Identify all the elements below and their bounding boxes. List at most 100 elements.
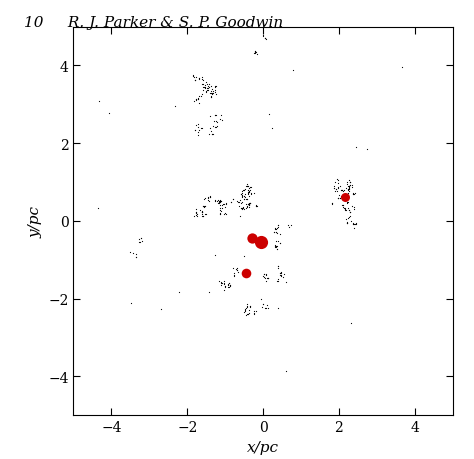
Point — [195, 76, 202, 84]
Point — [346, 179, 354, 186]
Point — [273, 277, 281, 285]
Point — [263, 278, 270, 285]
Point — [244, 301, 251, 308]
Y-axis label: y/pc: y/pc — [28, 206, 43, 237]
Point — [246, 187, 254, 195]
Point — [245, 187, 252, 195]
Point — [200, 203, 208, 211]
X-axis label: x/pc: x/pc — [247, 440, 279, 454]
Point — [344, 183, 352, 190]
Point — [242, 308, 249, 315]
Point — [199, 213, 206, 220]
Point — [343, 220, 350, 227]
Point — [346, 177, 353, 185]
Point — [136, 239, 144, 246]
Point — [237, 200, 245, 207]
Point — [245, 200, 252, 207]
Point — [193, 206, 201, 213]
Point — [201, 195, 209, 202]
Point — [251, 50, 258, 57]
Point — [230, 270, 237, 277]
Point — [252, 202, 259, 209]
Point — [244, 183, 251, 190]
Point — [205, 87, 212, 94]
Point — [350, 206, 357, 213]
Point — [274, 263, 282, 270]
Point — [208, 91, 215, 98]
Point — [127, 299, 135, 307]
Point — [246, 184, 254, 191]
Point — [283, 278, 290, 285]
Point — [216, 211, 223, 218]
Point — [245, 202, 253, 209]
Point — [274, 238, 282, 246]
Point — [259, 301, 267, 308]
Point — [229, 196, 237, 203]
Point — [129, 249, 137, 257]
Point — [229, 265, 237, 272]
Point — [332, 185, 339, 193]
Point — [211, 112, 219, 119]
Point — [243, 205, 250, 212]
Point — [241, 194, 249, 202]
Point — [230, 272, 238, 280]
Point — [239, 188, 246, 196]
Point — [335, 195, 342, 202]
Point — [343, 179, 351, 186]
Point — [260, 273, 267, 280]
Point — [209, 131, 217, 139]
Point — [202, 211, 210, 218]
Point — [242, 201, 249, 208]
Point — [274, 222, 282, 230]
Point — [257, 239, 265, 246]
Point — [264, 304, 272, 312]
Point — [194, 95, 202, 103]
Point — [247, 191, 255, 198]
Point — [340, 205, 348, 213]
Point — [273, 246, 281, 254]
Point — [195, 75, 203, 83]
Point — [335, 177, 342, 184]
Point — [277, 270, 284, 277]
Point — [220, 280, 228, 287]
Point — [237, 205, 245, 212]
Point — [236, 202, 243, 210]
Point — [208, 131, 216, 139]
Point — [132, 254, 140, 261]
Point — [333, 188, 341, 195]
Point — [276, 240, 284, 247]
Point — [201, 84, 209, 91]
Point — [241, 191, 249, 198]
Point — [240, 252, 247, 260]
Point — [345, 215, 352, 222]
Point — [337, 193, 344, 200]
Point — [216, 198, 224, 205]
Point — [284, 222, 292, 230]
Point — [199, 211, 206, 218]
Point — [245, 185, 253, 192]
Point — [192, 209, 200, 216]
Point — [352, 220, 360, 228]
Point — [344, 199, 351, 207]
Point — [199, 208, 206, 215]
Point — [208, 94, 215, 101]
Point — [345, 183, 352, 190]
Point — [272, 244, 279, 251]
Point — [221, 283, 229, 290]
Point — [240, 187, 248, 194]
Point — [198, 125, 206, 133]
Point — [194, 124, 201, 131]
Point — [222, 210, 229, 218]
Point — [274, 275, 282, 283]
Point — [334, 185, 342, 192]
Point — [194, 121, 202, 129]
Point — [209, 86, 216, 94]
Point — [262, 35, 269, 43]
Point — [259, 301, 267, 308]
Point — [208, 90, 215, 97]
Point — [349, 220, 357, 228]
Point — [214, 197, 222, 204]
Point — [196, 128, 203, 135]
Point — [199, 77, 207, 84]
Point — [217, 197, 225, 205]
